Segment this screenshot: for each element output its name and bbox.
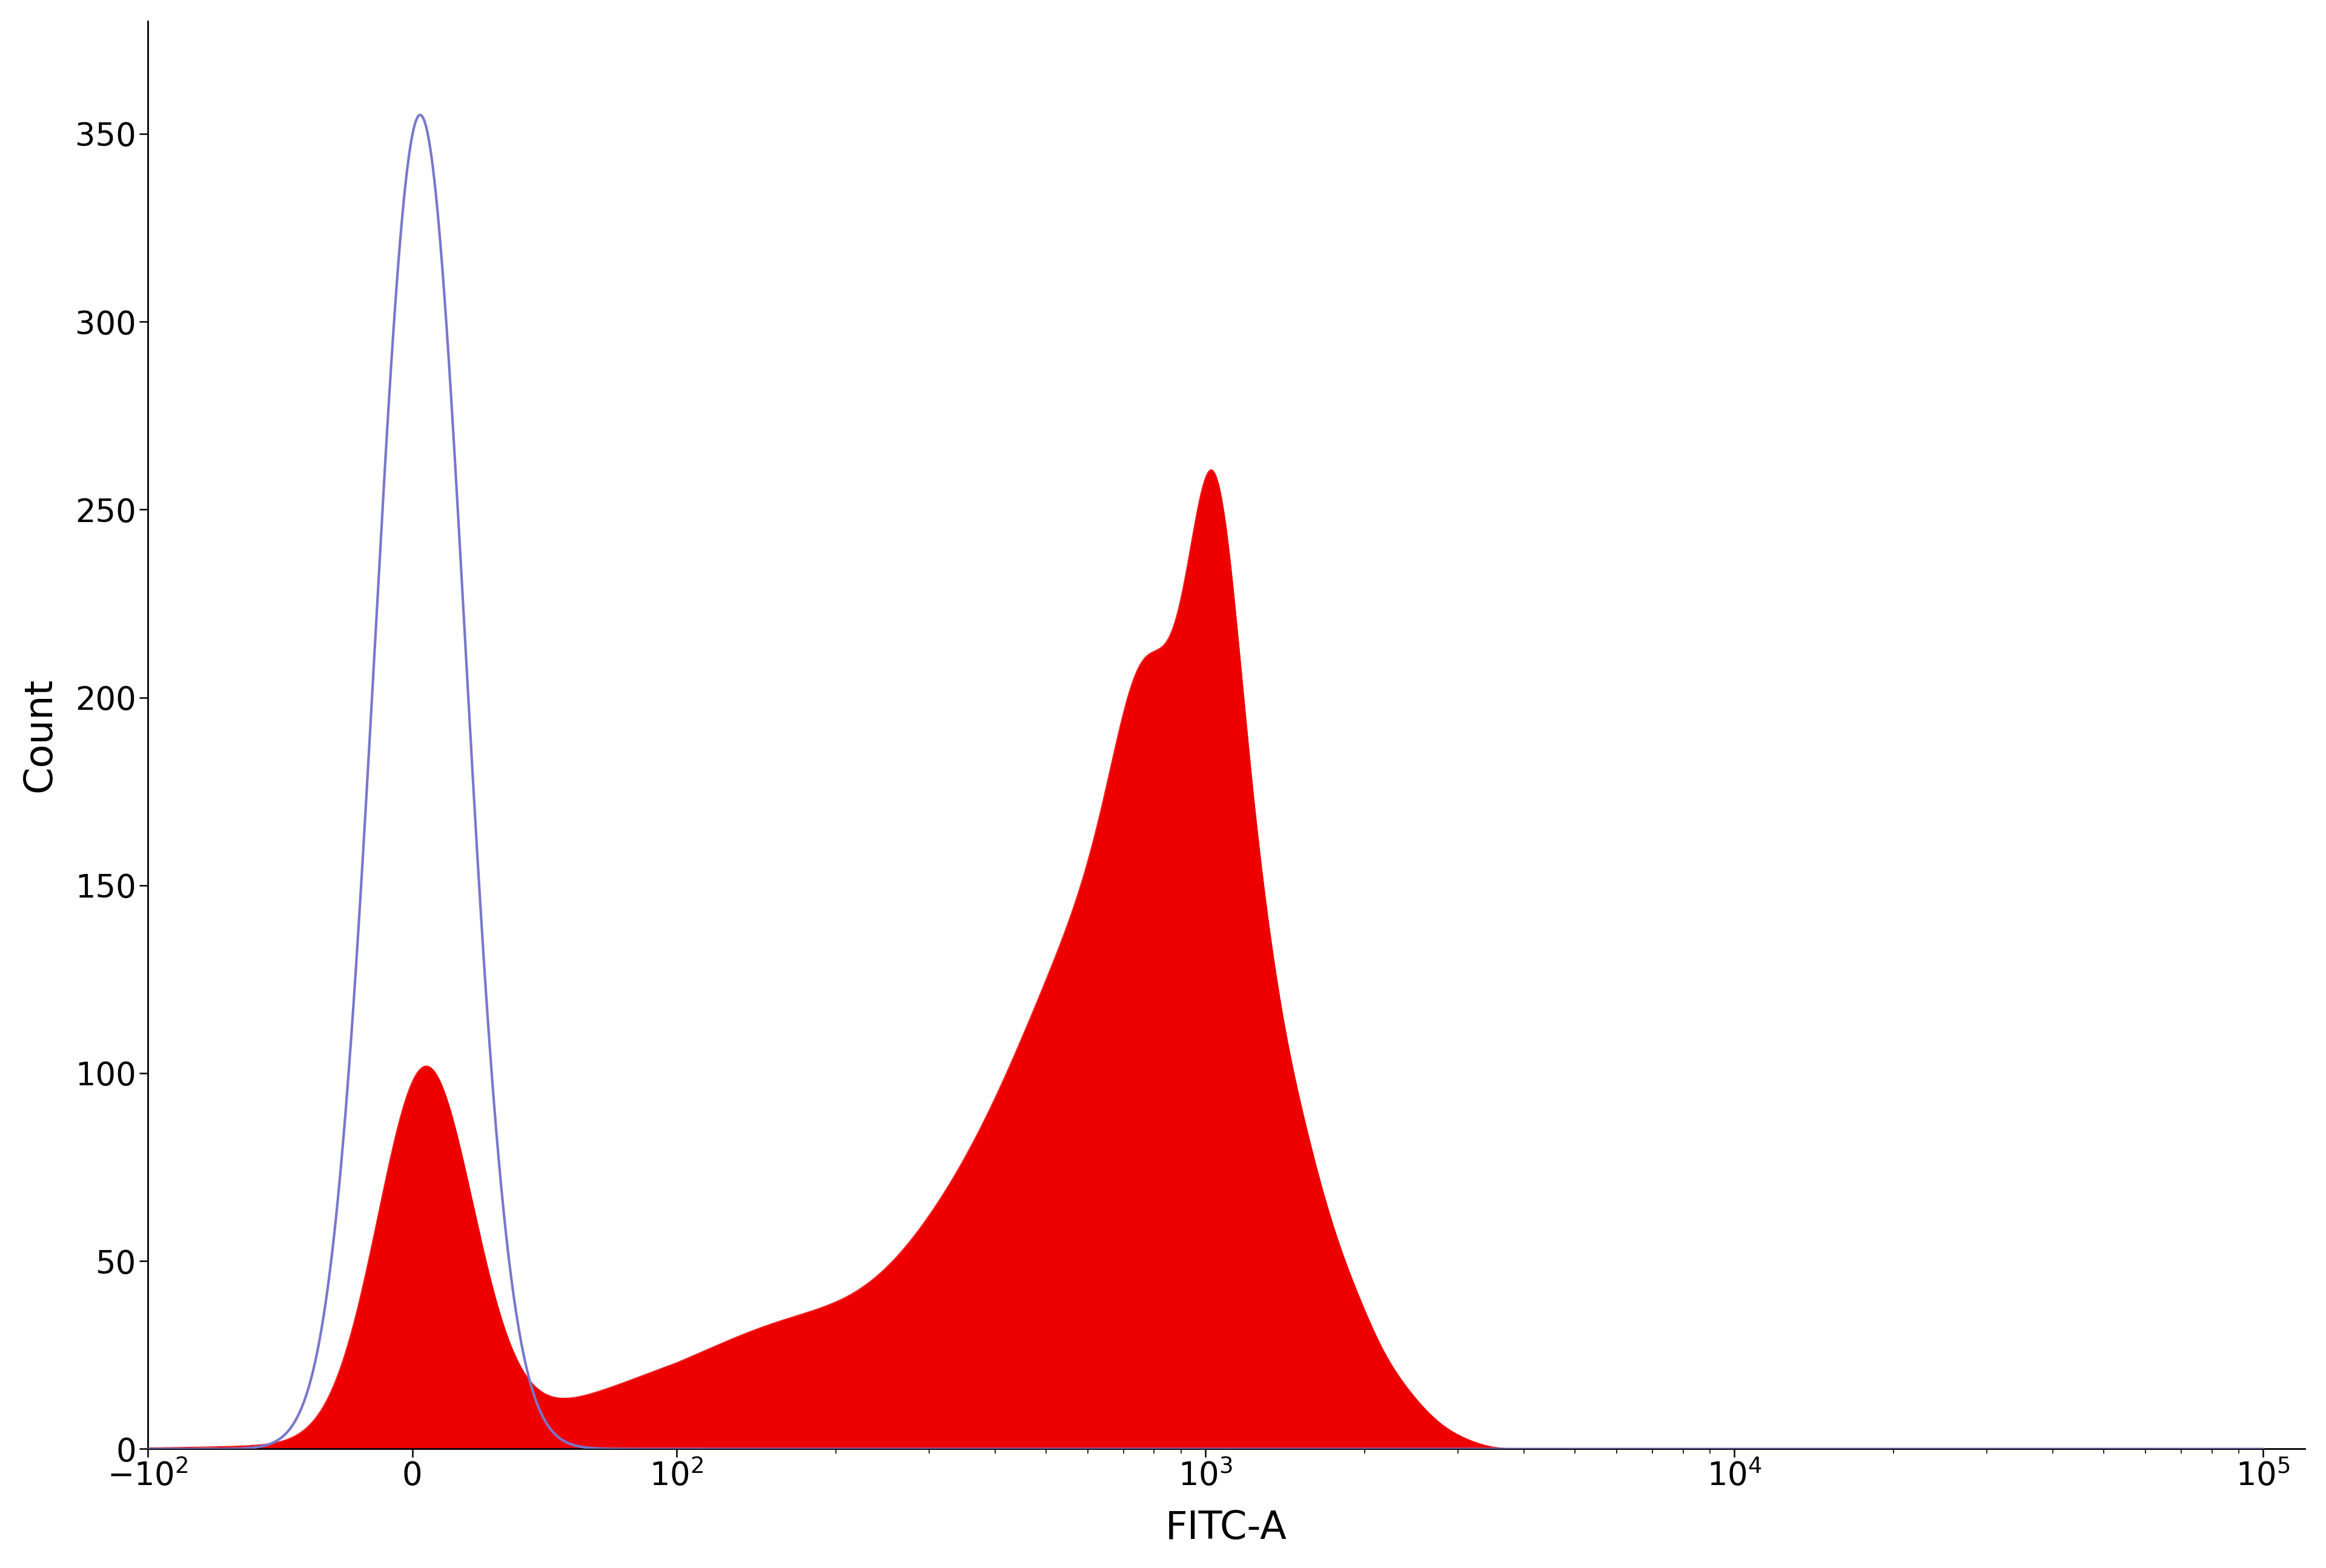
Y-axis label: Count: Count bbox=[21, 677, 58, 792]
X-axis label: FITC-A: FITC-A bbox=[1165, 1510, 1286, 1548]
